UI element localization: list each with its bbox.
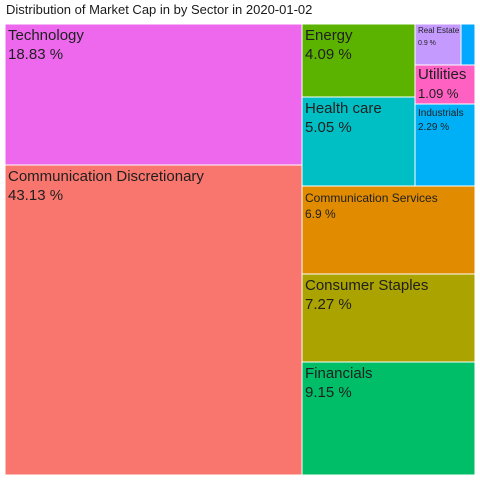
chart-title: Distribution of Market Cap in by Sector … <box>6 2 313 17</box>
treemap-tile-industrials <box>414 103 476 187</box>
tile-value: 5.05 % <box>305 119 352 136</box>
treemap-tile-energy <box>301 23 416 98</box>
tile-label: Utilities <box>418 66 466 83</box>
tile-value: 7.27 % <box>305 296 352 313</box>
tile-value: 0.9 % <box>418 40 436 47</box>
tile-value: 2.29 % <box>418 122 449 133</box>
treemap-tile-real-estate <box>414 23 462 66</box>
tile-label: Health care <box>305 100 382 117</box>
treemap-tile-consumer-staples <box>301 273 476 363</box>
treemap-tile-unlabeled <box>460 23 476 66</box>
tile-value: 1.09 % <box>418 86 459 101</box>
tile-label: Industrials <box>418 108 464 119</box>
tile-value: 6.9 % <box>305 207 336 221</box>
tile-value: 43.13 % <box>8 187 63 204</box>
treemap-tile-communication-services <box>301 185 476 275</box>
tile-label: Communication Discretionary <box>8 168 204 185</box>
tile-label: Technology <box>8 27 84 44</box>
tile-label: Financials <box>305 365 373 382</box>
treemap-tile-communication-discretionary <box>4 164 303 476</box>
tile-value: 9.15 % <box>305 384 352 401</box>
tile-value: 18.83 % <box>8 46 63 63</box>
treemap-tile-utilities <box>414 64 476 105</box>
tile-label: Consumer Staples <box>305 277 428 294</box>
tile-label: Energy <box>305 27 353 44</box>
tile-value: 4.09 % <box>305 46 352 63</box>
tile-label: Real Estate <box>418 26 460 35</box>
treemap-tile-financials <box>301 361 476 476</box>
tile-label: Communication Services <box>305 191 438 205</box>
